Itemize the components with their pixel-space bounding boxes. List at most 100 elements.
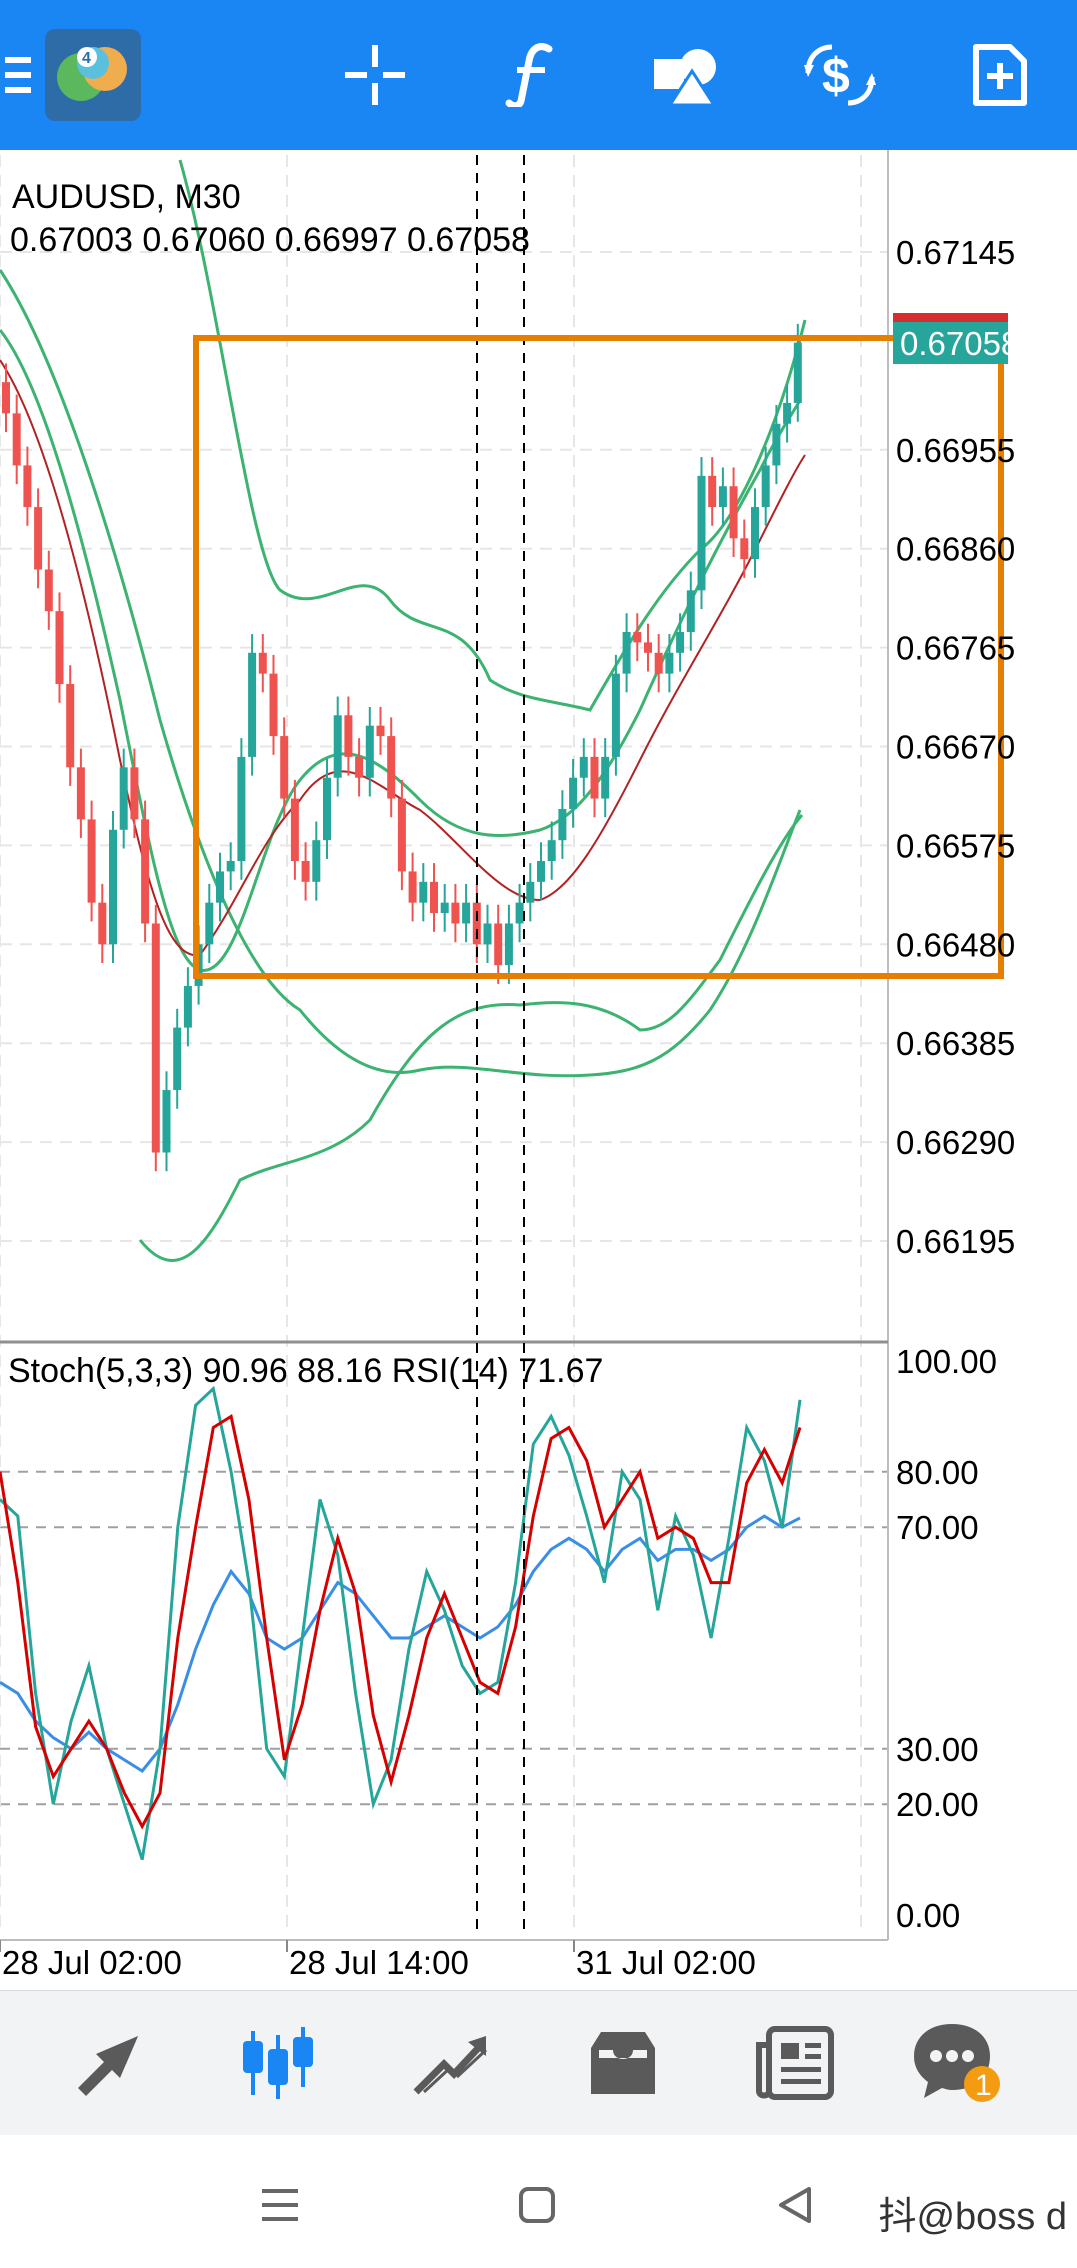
recents-icon	[262, 2189, 298, 2221]
candle-body	[590, 756, 599, 799]
candle-body	[686, 590, 695, 632]
candle-body	[151, 923, 160, 1153]
candle-body	[611, 673, 620, 757]
candle-body	[708, 475, 717, 508]
stochastic-main-line	[0, 1385, 802, 1861]
recents-button[interactable]	[250, 2175, 310, 2235]
crosshair-button[interactable]	[330, 20, 420, 130]
candle-body	[44, 569, 53, 612]
back-button[interactable]	[765, 2175, 825, 2235]
candle-body	[783, 402, 792, 424]
time-tick-label: 28 Jul 14:00	[289, 1944, 469, 1981]
candle-body	[772, 423, 781, 466]
time-tick-label: 31 Jul 02:00	[576, 1944, 756, 1981]
rsi-line	[0, 1514, 801, 1773]
indicators-button[interactable]	[490, 20, 570, 130]
candle-body	[397, 798, 406, 872]
messages-badge: 1	[975, 2069, 992, 2102]
messages-icon: 1	[914, 2024, 1000, 2102]
candle-body	[644, 642, 652, 653]
candle-body	[676, 631, 685, 653]
new-order-button[interactable]	[965, 20, 1035, 130]
candle-body	[66, 684, 75, 768]
candle-body	[622, 631, 631, 674]
mt4-logo-icon: 4	[45, 29, 141, 121]
candle-body	[226, 861, 235, 872]
candle-body	[269, 673, 278, 737]
candle-body	[451, 902, 460, 924]
candle-body	[98, 902, 107, 945]
candle-body	[579, 756, 588, 778]
candle-body	[761, 465, 770, 508]
current-price-label: 0.67058	[900, 325, 1019, 362]
home-button[interactable]	[507, 2175, 567, 2235]
candle-body	[483, 923, 492, 945]
candle-body	[216, 871, 224, 903]
candle-body	[537, 861, 545, 882]
candle-body	[526, 881, 535, 903]
candle-body	[109, 829, 117, 945]
candle-body	[718, 486, 727, 508]
candle-body	[290, 798, 299, 862]
timeframe-button[interactable]: $	[800, 20, 880, 130]
candle-body	[365, 725, 374, 778]
candle-body	[301, 861, 310, 882]
indicator-tick-label: 100.00	[896, 1343, 997, 1380]
indicator-values: Stoch(5,3,3) 90.96 88.16 RSI(14) 71.67	[8, 1352, 603, 1390]
candle-body	[312, 840, 321, 882]
candle-body	[205, 902, 214, 945]
candle-body	[344, 715, 353, 757]
candle-body	[494, 923, 503, 966]
chart-window[interactable]: AUDUSD, M30 0.67003 0.67060 0.66997 0.67…	[0, 150, 1077, 1990]
current-price-tag	[893, 322, 1008, 364]
candle-body	[569, 777, 578, 809]
candle-body	[547, 840, 556, 862]
timeframe-icon: $	[804, 44, 876, 106]
bottom-navigation: 1	[0, 1990, 1077, 2136]
candle-body	[376, 725, 385, 737]
crosshair-icon	[345, 45, 405, 105]
candle-body	[34, 507, 43, 570]
watermark: 抖@boss d	[878, 2196, 1067, 2238]
nav-trade[interactable]	[400, 2013, 500, 2113]
price-tick-label: 0.66575	[896, 827, 1015, 864]
candle-body	[2, 382, 10, 414]
svg-text:$: $	[822, 48, 850, 104]
candle-body	[355, 756, 364, 778]
nav-quotes[interactable]	[58, 2013, 158, 2113]
nav-chart[interactable]	[228, 2013, 328, 2113]
candle-body	[183, 985, 192, 1028]
price-tick-label: 0.66290	[896, 1124, 1015, 1161]
price-chart[interactable]: AUDUSD, M30 0.67003 0.67060 0.66997 0.67…	[0, 150, 1077, 1990]
candle-body	[87, 819, 96, 903]
indicator-tick-label: 70.00	[896, 1509, 979, 1546]
ohlc-values: 0.67003 0.67060 0.66997 0.67058	[10, 221, 530, 259]
news-icon	[756, 2026, 834, 2100]
highlight-rectangle[interactable]	[193, 335, 1004, 979]
nav-messages[interactable]: 1	[908, 2013, 1008, 2113]
candle-body	[751, 507, 759, 560]
price-tick-label: 0.66670	[896, 729, 1015, 766]
candle-body	[601, 756, 610, 799]
candle-body	[76, 767, 85, 820]
nav-news[interactable]	[745, 2013, 845, 2113]
objects-button[interactable]	[650, 20, 720, 130]
candle-body	[141, 819, 150, 924]
candle-body	[430, 881, 438, 914]
trade-icon	[413, 2036, 488, 2095]
price-tick-label: 0.67145	[896, 234, 1015, 271]
time-tick-label: 28 Jul 02:00	[2, 1944, 182, 1981]
svg-text:4: 4	[82, 50, 91, 67]
chart-icon	[243, 2027, 313, 2099]
candle-body	[55, 611, 64, 685]
mt4-logo[interactable]: 4	[45, 20, 141, 130]
menu-button[interactable]	[0, 20, 40, 130]
candle-body	[462, 902, 471, 924]
home-icon	[519, 2187, 555, 2223]
price-tick-label: 0.66955	[896, 432, 1015, 469]
candle-body	[387, 736, 396, 799]
indicator-tick-label: 0.00	[896, 1897, 960, 1934]
nav-history[interactable]	[573, 2013, 673, 2113]
history-icon	[591, 2032, 655, 2094]
price-tick-label: 0.66480	[896, 926, 1015, 963]
